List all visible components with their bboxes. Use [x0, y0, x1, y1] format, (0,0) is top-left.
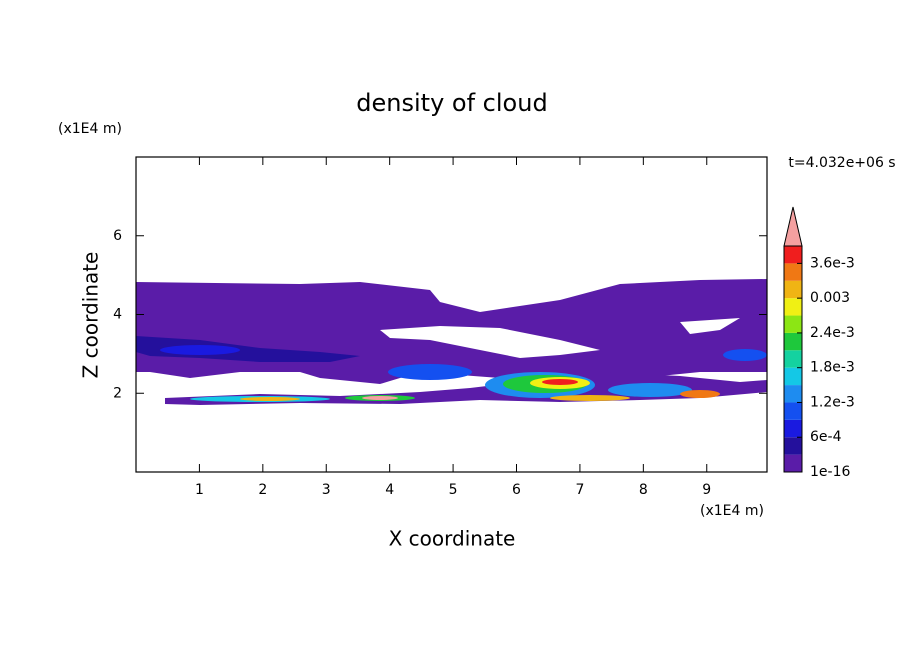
cloud-region: [542, 379, 578, 385]
colorbar-extend: [783, 206, 803, 247]
x-tick-label: 4: [385, 482, 394, 498]
colorbar-band: [784, 367, 802, 386]
colorbar-tick-label: 1.2e-3: [810, 394, 855, 410]
colorbar-band: [784, 350, 802, 368]
colorbar-band: [784, 332, 802, 351]
x-tick-label: 2: [258, 482, 267, 498]
colorbar-tick-label: 1.8e-3: [810, 360, 855, 376]
colorbar-band: [784, 280, 802, 299]
x-axis-label: X coordinate: [389, 527, 516, 551]
cloud-region: [550, 395, 630, 401]
colorbar-frame: [783, 245, 803, 473]
colorbar-band: [784, 437, 802, 455]
y-tick-label: 6: [113, 228, 122, 244]
colorbar-tick-label: 2.4e-3: [810, 325, 855, 341]
x-tick-label: 1: [195, 482, 204, 498]
cloud-region: [160, 345, 240, 355]
cloud-region: [362, 396, 398, 400]
x-tick-label: 7: [575, 482, 584, 498]
y-unit: (x1E4 m): [58, 121, 122, 137]
y-axis-label: Z coordinate: [79, 252, 103, 379]
colorbar-tick-label: 0.003: [810, 290, 850, 306]
y-tick-label: 4: [113, 307, 122, 323]
colorbar-band: [784, 315, 802, 333]
colorbar-band: [784, 454, 802, 472]
colorbar-band: [784, 263, 802, 281]
chart-title: density of cloud: [356, 89, 547, 117]
x-unit: (x1E4 m): [700, 503, 764, 519]
x-tick-label: 3: [322, 482, 331, 498]
x-tick-label: 6: [512, 482, 521, 498]
colorbar-band: [784, 402, 802, 420]
colorbar-tick-label: 3.6e-3: [810, 255, 855, 271]
x-tick-label: 5: [449, 482, 458, 498]
cloud-region: [388, 364, 472, 380]
colorbar-band: [784, 385, 802, 403]
x-tick-label: 9: [702, 482, 711, 498]
cloud-region: [136, 336, 360, 362]
cloud-region: [723, 349, 767, 361]
colorbar-band: [784, 298, 802, 316]
cloud-gap: [680, 318, 740, 334]
cloud-region: [240, 397, 300, 401]
x-tick-label: 8: [639, 482, 648, 498]
colorbar-tick-label: 6e-4: [810, 429, 842, 445]
cloud-region: [608, 383, 692, 397]
colorbar-band: [784, 246, 802, 264]
y-tick-label: 2: [113, 385, 122, 401]
colorbar-tick-label: 1e-16: [810, 464, 850, 480]
colorbar-band: [784, 419, 802, 438]
time-label: t=4.032e+06 s: [788, 155, 895, 171]
cloud-field: [136, 279, 767, 405]
cloud-gap: [380, 326, 600, 358]
cloud-region: [680, 390, 720, 398]
